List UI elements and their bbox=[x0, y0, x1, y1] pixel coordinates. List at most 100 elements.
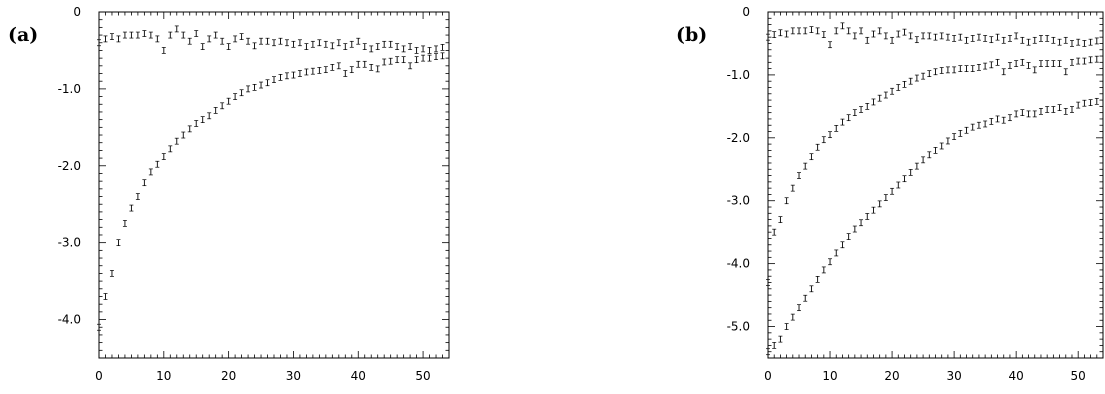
data-point bbox=[890, 187, 895, 195]
y-tick-label: -4.0 bbox=[58, 313, 81, 327]
data-point bbox=[772, 342, 777, 349]
data-point bbox=[939, 32, 944, 40]
data-point bbox=[135, 31, 140, 39]
data-point bbox=[896, 30, 901, 38]
data-point bbox=[142, 179, 147, 187]
data-point bbox=[784, 30, 789, 38]
data-point bbox=[213, 31, 218, 39]
data-point bbox=[291, 71, 296, 79]
data-point bbox=[1088, 56, 1093, 64]
data-point bbox=[797, 172, 802, 179]
data-point bbox=[970, 65, 975, 72]
data-point bbox=[1026, 110, 1031, 118]
data-point bbox=[772, 31, 777, 38]
data-point bbox=[939, 142, 944, 150]
data-point bbox=[766, 279, 770, 286]
data-point bbox=[865, 213, 870, 220]
data-point bbox=[161, 47, 166, 54]
data-point bbox=[174, 137, 179, 145]
data-point bbox=[995, 58, 1000, 66]
data-point bbox=[921, 156, 926, 164]
data-point bbox=[356, 37, 361, 45]
data-point bbox=[278, 74, 283, 81]
data-point bbox=[1094, 97, 1099, 105]
data-point bbox=[181, 31, 186, 39]
data-point bbox=[259, 37, 264, 45]
data-point bbox=[859, 219, 864, 227]
data-point bbox=[871, 206, 876, 214]
data-point bbox=[921, 32, 926, 40]
data-point bbox=[1032, 66, 1037, 74]
data-point bbox=[852, 109, 857, 117]
data-point bbox=[1082, 99, 1087, 107]
data-point bbox=[168, 31, 173, 39]
data-point bbox=[809, 26, 814, 33]
data-point bbox=[434, 45, 439, 53]
data-point bbox=[116, 35, 121, 43]
data-point bbox=[927, 151, 932, 159]
data-point bbox=[933, 147, 938, 154]
data-point bbox=[952, 35, 957, 42]
data-point bbox=[877, 94, 882, 102]
x-tick-label: 0 bbox=[764, 369, 772, 383]
data-point bbox=[908, 169, 913, 176]
data-point bbox=[952, 66, 957, 74]
data-point bbox=[958, 130, 963, 137]
data-point bbox=[828, 131, 833, 139]
data-point bbox=[343, 70, 348, 77]
data-point bbox=[970, 123, 975, 131]
data-point bbox=[1001, 68, 1006, 76]
data-point bbox=[890, 36, 895, 44]
data-point bbox=[200, 116, 205, 123]
data-point bbox=[859, 106, 864, 113]
data-point bbox=[846, 233, 851, 240]
y-tick-label: -2.0 bbox=[58, 159, 81, 173]
data-point bbox=[908, 77, 913, 85]
data-point bbox=[790, 313, 795, 321]
data-point bbox=[356, 60, 361, 68]
data-point bbox=[304, 68, 309, 76]
data-point bbox=[939, 67, 944, 74]
data-point bbox=[103, 293, 108, 300]
data-point bbox=[284, 72, 289, 80]
x-tick-label: 10 bbox=[156, 369, 171, 383]
data-point bbox=[921, 72, 926, 80]
data-point bbox=[265, 79, 270, 87]
x-tick-label: 0 bbox=[95, 369, 103, 383]
data-point bbox=[401, 45, 406, 53]
data-point bbox=[317, 39, 322, 47]
data-point bbox=[964, 65, 969, 72]
series-2 bbox=[97, 52, 445, 331]
data-point bbox=[1094, 55, 1099, 63]
data-point bbox=[865, 36, 870, 44]
data-point bbox=[239, 33, 244, 40]
data-point bbox=[834, 27, 839, 35]
data-point bbox=[1038, 108, 1043, 115]
data-point bbox=[304, 43, 309, 50]
data-point bbox=[803, 27, 808, 35]
data-point bbox=[995, 33, 1000, 41]
data-point bbox=[834, 125, 839, 132]
chart-a: 0 10 20 30 40 50 0 -1.0 -2.0 -3.0 -4.0 bbox=[58, 5, 450, 383]
data-point bbox=[362, 43, 367, 50]
data-point bbox=[1069, 58, 1074, 66]
data-point bbox=[914, 74, 919, 82]
data-point bbox=[927, 32, 932, 40]
x-tick-label: 20 bbox=[884, 369, 899, 383]
data-point bbox=[129, 31, 134, 39]
data-point bbox=[1020, 36, 1025, 44]
y-tick-label: -3.0 bbox=[727, 194, 750, 208]
panel-label-a: (a) bbox=[8, 24, 39, 46]
data-point bbox=[388, 40, 393, 48]
data-point bbox=[964, 126, 969, 134]
data-point bbox=[778, 335, 783, 343]
data-point bbox=[434, 53, 439, 60]
x-tick-label: 50 bbox=[415, 369, 430, 383]
data-point bbox=[1026, 62, 1031, 69]
y-tick-label: -1.0 bbox=[727, 68, 750, 82]
data-point bbox=[1082, 57, 1087, 65]
data-point bbox=[155, 160, 160, 168]
data-point bbox=[1076, 38, 1081, 46]
data-point bbox=[421, 54, 426, 62]
data-point bbox=[148, 31, 153, 39]
